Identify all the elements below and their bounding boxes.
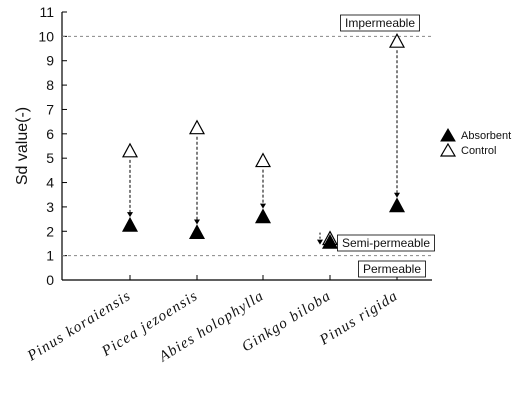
y-tick-label: 2 [46,223,54,239]
permeable-label-text: Permeable [363,262,421,276]
absorbent-marker [188,224,206,240]
control-marker [188,119,206,135]
change-arrows [127,50,400,245]
semi-permeable-label-text: Semi-permeable [342,236,430,250]
y-axis-label: Sd value(-) [14,107,31,185]
change-arrowhead [394,192,400,198]
reference-lines [62,35,432,257]
axes: 0 1 2 3 4 5 6 7 8 9 10 11 [38,4,432,288]
y-tick-label: 4 [46,175,54,191]
change-arrowhead [127,212,133,218]
change-arrowhead [260,203,266,209]
y-tick-label: 5 [46,150,54,166]
semi-permeable-label-box [337,234,435,252]
legend-absorbent-marker [440,128,456,142]
control-marker [388,32,406,48]
change-arrowhead [194,219,200,225]
permeable-label-box [358,260,426,278]
y-tick-label: 1 [46,248,54,264]
control-marker [121,142,139,158]
absorbent-marker [388,197,406,213]
impermeable-label-text: Impermeable [345,16,415,30]
data-markers [121,32,406,249]
legend-control-label: Control [461,145,496,157]
y-tick-label: 11 [39,4,54,20]
absorbent-marker [121,216,139,232]
legend-absorbent-label: Absorbent [461,130,511,142]
y-tick-label: 10 [38,28,54,44]
y-tick-label: 3 [46,199,54,215]
y-tick-label: 9 [46,53,54,69]
absorbent-marker [321,233,339,249]
y-tick-label: 6 [46,126,54,142]
impermeable-label-box [340,14,420,32]
y-tick-label: 8 [46,77,54,93]
legend: Absorbent Control [439,128,511,157]
annotations: Impermeable Semi-permeable Permeable [337,14,435,278]
legend-control-marker [439,142,457,157]
control-marker [254,152,272,168]
change-arrowhead [317,239,323,245]
y-tick-label: 0 [46,272,54,288]
y-tick-label: 7 [46,101,54,117]
absorbent-marker [254,208,272,224]
